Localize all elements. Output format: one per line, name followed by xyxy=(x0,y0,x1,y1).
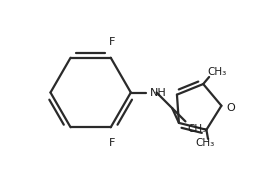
Text: CH₃: CH₃ xyxy=(207,67,227,77)
Text: F: F xyxy=(109,37,115,47)
Text: CH₃: CH₃ xyxy=(196,138,215,148)
Text: F: F xyxy=(109,138,115,148)
Text: NH: NH xyxy=(150,88,166,97)
Text: CH₃: CH₃ xyxy=(187,124,207,134)
Text: O: O xyxy=(227,102,235,113)
